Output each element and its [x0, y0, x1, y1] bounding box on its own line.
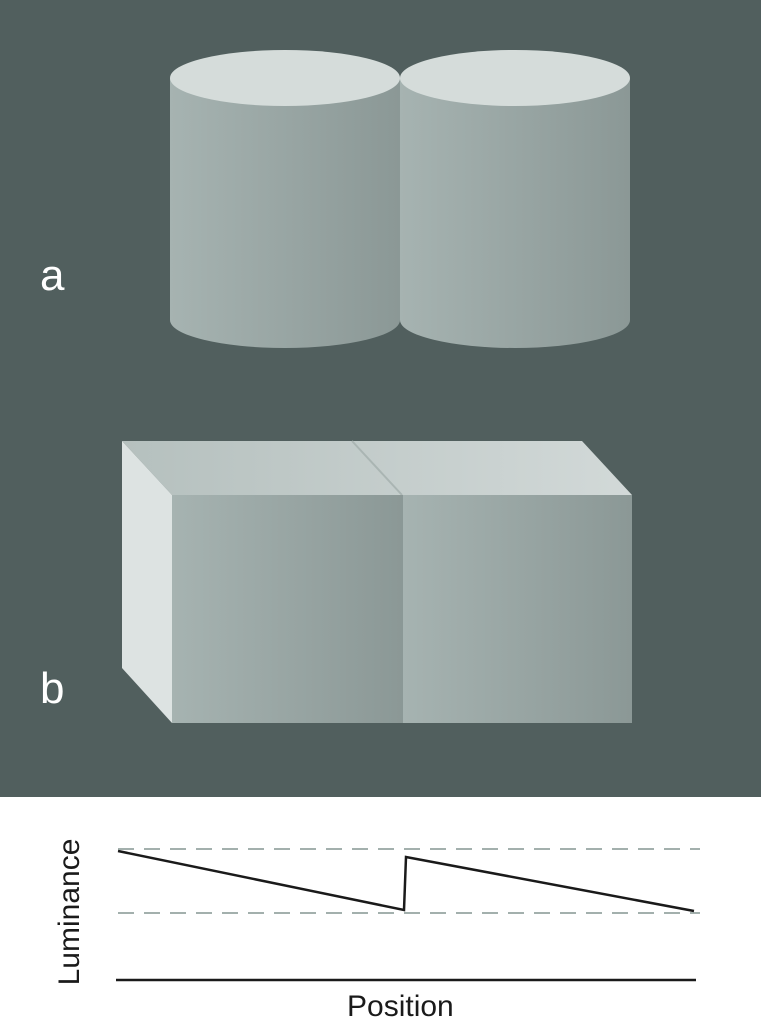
cylinder-right	[400, 50, 630, 348]
panel-label-a: a	[40, 251, 65, 300]
y-axis-label: Luminance	[53, 838, 86, 986]
box-front-left	[172, 495, 403, 723]
cylinder-pair	[170, 50, 630, 348]
panel-label-b: b	[40, 664, 65, 713]
box-top-seam	[351, 440, 403, 496]
box-pair	[122, 440, 632, 723]
cylinder-right-body	[400, 78, 630, 348]
x-axis-label: Position	[347, 990, 454, 1023]
luminance-graph	[116, 848, 700, 982]
luminance-profile-line	[117, 849, 695, 913]
cylinder-left-top	[170, 50, 400, 106]
cylinder-right-top	[400, 50, 630, 106]
box-front-right	[403, 495, 632, 723]
box-side-face	[122, 441, 172, 723]
cylinder-left-body	[170, 78, 400, 348]
cylinder-left	[170, 50, 400, 348]
